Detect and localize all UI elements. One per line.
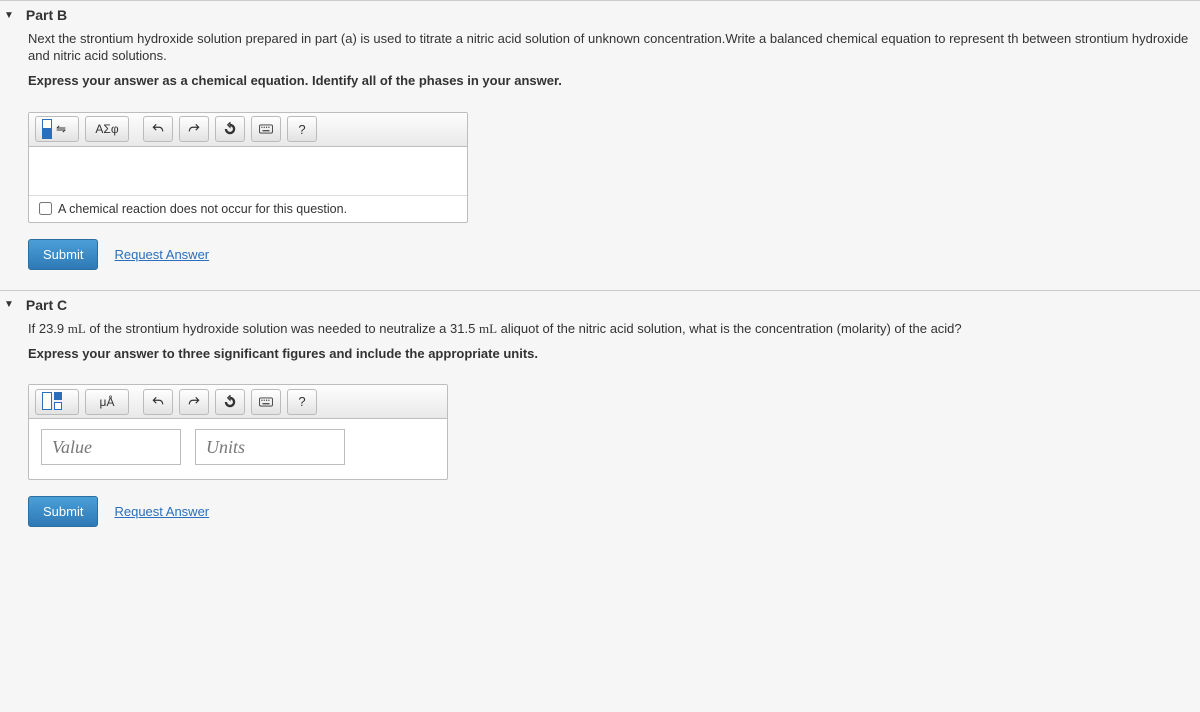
part-c-header[interactable]: ▼ Part C [0, 291, 1200, 317]
redo-icon [187, 122, 201, 136]
redo-button[interactable] [179, 389, 209, 415]
part-b-title: Part B [26, 7, 67, 23]
part-b-body: Next the strontium hydroxide solution pr… [0, 27, 1200, 290]
undo-button[interactable] [143, 116, 173, 142]
symbols-label: ΑΣφ [95, 122, 118, 136]
collapse-caret-icon: ▼ [4, 299, 14, 310]
part-c-body: If 23.9 mL of the strontium hydroxide so… [0, 317, 1200, 548]
unit-text: mL [479, 321, 497, 336]
submit-button[interactable]: Submit [28, 496, 98, 527]
part-c-instruction: Express your answer to three significant… [28, 346, 1190, 363]
keyboard-button[interactable] [251, 389, 281, 415]
part-c-section: ▼ Part C If 23.9 mL of the strontium hyd… [0, 290, 1200, 548]
submit-button[interactable]: Submit [28, 239, 98, 270]
prompt-text: aliquot of the nitric acid solution, wha… [497, 321, 962, 336]
redo-button[interactable] [179, 116, 209, 142]
collapse-caret-icon: ▼ [4, 10, 14, 21]
keyboard-icon [259, 122, 273, 136]
reset-button[interactable] [215, 389, 245, 415]
part-b-toolbar: ⇋ ΑΣφ ? [29, 113, 467, 147]
reset-icon [223, 122, 237, 136]
units-symbols-button[interactable]: μÅ [85, 389, 129, 415]
part-b-input[interactable] [29, 147, 467, 195]
symbols-button[interactable]: ΑΣφ [85, 116, 129, 142]
keyboard-button[interactable] [251, 116, 281, 142]
undo-icon [151, 122, 165, 136]
keyboard-icon [259, 395, 273, 409]
no-reaction-label: A chemical reaction does not occur for t… [58, 202, 347, 216]
value-units-row: Value Units [29, 419, 447, 479]
part-b-answer-box: ⇋ ΑΣφ ? [28, 112, 468, 223]
undo-icon [151, 395, 165, 409]
reset-icon [223, 395, 237, 409]
part-c-prompt: If 23.9 mL of the strontium hydroxide so… [28, 321, 1190, 338]
part-b-header[interactable]: ▼ Part B [0, 1, 1200, 27]
request-answer-link[interactable]: Request Answer [114, 504, 209, 519]
reset-button[interactable] [215, 116, 245, 142]
value-input[interactable]: Value [41, 429, 181, 465]
undo-button[interactable] [143, 389, 173, 415]
prompt-text: If 23.9 [28, 321, 68, 336]
units-symbols-label: μÅ [100, 395, 115, 409]
part-c-answer-box: μÅ ? Value [28, 384, 448, 480]
help-label: ? [298, 394, 305, 409]
templates-icon [42, 392, 72, 412]
templates-icon: ⇋ [42, 119, 72, 139]
templates-button[interactable] [35, 389, 79, 415]
part-c-toolbar: μÅ ? [29, 385, 447, 419]
help-label: ? [298, 122, 305, 137]
redo-icon [187, 395, 201, 409]
request-answer-link[interactable]: Request Answer [114, 247, 209, 262]
part-c-submit-row: Submit Request Answer [28, 496, 1190, 527]
no-reaction-row[interactable]: A chemical reaction does not occur for t… [29, 195, 467, 222]
help-button[interactable]: ? [287, 116, 317, 142]
part-b-section: ▼ Part B Next the strontium hydroxide so… [0, 0, 1200, 290]
part-b-submit-row: Submit Request Answer [28, 239, 1190, 270]
part-b-prompt: Next the strontium hydroxide solution pr… [28, 31, 1190, 65]
unit-text: mL [68, 321, 86, 336]
part-c-title: Part C [26, 297, 67, 313]
part-b-instruction: Express your answer as a chemical equati… [28, 73, 1190, 90]
templates-button[interactable]: ⇋ [35, 116, 79, 142]
prompt-text: of the strontium hydroxide solution was … [86, 321, 479, 336]
help-button[interactable]: ? [287, 389, 317, 415]
no-reaction-checkbox[interactable] [39, 202, 52, 215]
units-input[interactable]: Units [195, 429, 345, 465]
